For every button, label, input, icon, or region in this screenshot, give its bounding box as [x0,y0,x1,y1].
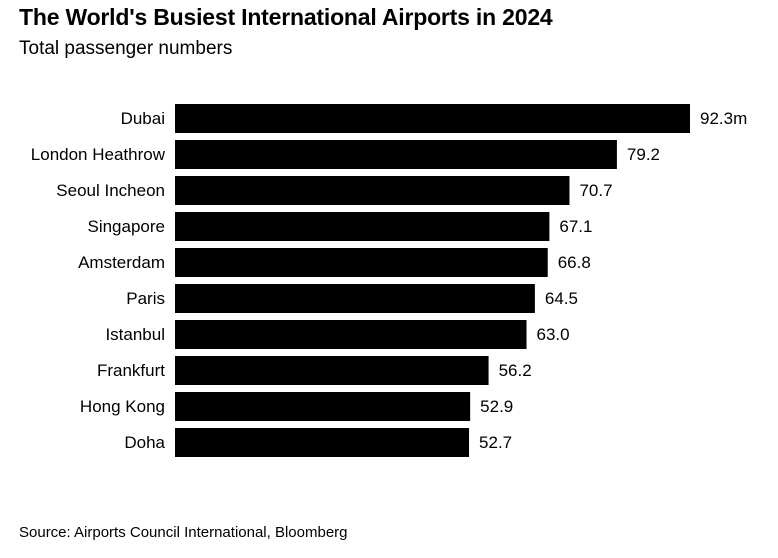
chart-subtitle: Total passenger numbers [19,38,233,59]
value-label: 66.8 [558,253,591,272]
category-label: Amsterdam [78,253,165,272]
value-label: 56.2 [499,361,532,380]
bar [175,320,527,349]
bar [175,248,548,277]
bar [175,212,550,241]
category-label: London Heathrow [31,145,166,164]
category-label: Dubai [121,109,165,128]
bar [175,104,690,133]
category-label: Istanbul [105,325,165,344]
bar-chart: Dubai 92.3m London Heathrow 79.2 Seoul Inche… [31,104,747,457]
bar [175,428,470,457]
value-label: 64.5 [545,289,578,308]
category-label: Singapore [87,217,165,236]
category-label: Hong Kong [80,397,165,416]
bar [175,140,617,169]
value-label: 70.7 [579,181,612,200]
value-label: 52.7 [479,433,512,452]
value-label: 52.9 [480,397,513,416]
source-note: Source: Airports Council International, … [19,524,348,541]
bar [175,176,570,205]
bar [175,284,535,313]
category-label: Seoul Incheon [56,181,165,200]
value-label: 63.0 [537,325,570,344]
value-label: 67.1 [559,217,592,236]
category-label: Frankfurt [97,361,165,380]
bar [175,392,471,421]
category-label: Doha [124,433,165,452]
category-label: Paris [126,289,165,308]
chart-title: The World's Busiest International Airpor… [19,4,553,30]
bar [175,356,489,385]
value-label: 79.2 [627,145,660,164]
bars-layer: Dubai 92.3m London Heathrow 79.2 Seoul Inche… [31,104,747,457]
value-label: 92.3m [700,109,747,128]
